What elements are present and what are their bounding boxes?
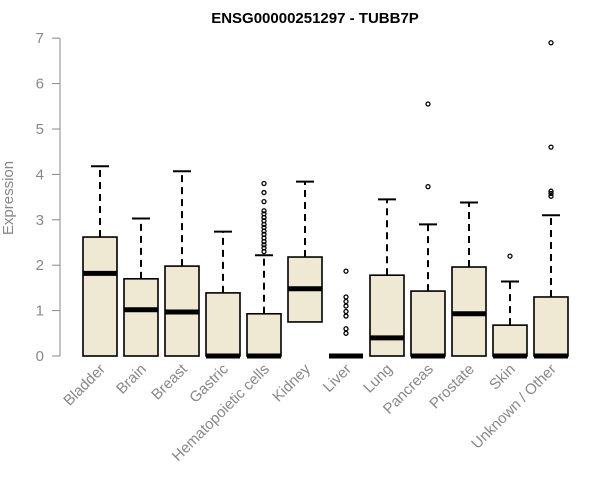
outlier-point bbox=[261, 245, 267, 251]
x-tick-label: Lung bbox=[360, 361, 396, 397]
outlier-point bbox=[343, 294, 349, 300]
outlier-point bbox=[343, 326, 349, 332]
y-tick-label: 4 bbox=[36, 166, 44, 183]
box-hematopoietic-cells bbox=[246, 180, 282, 359]
box-rect bbox=[533, 296, 569, 357]
outlier-point bbox=[261, 189, 267, 196]
box-prostate bbox=[451, 201, 487, 357]
outlier-point bbox=[343, 330, 349, 336]
outlier-point bbox=[425, 184, 431, 190]
y-axis: 0 1 2 3 4 5 6 7 bbox=[36, 30, 61, 365]
outlier-point bbox=[343, 298, 349, 305]
box-rect bbox=[246, 312, 282, 357]
boxes-group bbox=[82, 40, 569, 359]
outlier-point bbox=[343, 313, 349, 319]
box-breast bbox=[164, 170, 200, 357]
y-tick-label: 5 bbox=[36, 121, 44, 138]
box-kidney bbox=[287, 180, 323, 323]
x-tick-label: Breast bbox=[148, 360, 191, 403]
box-rect bbox=[123, 278, 159, 357]
y-tick-label: 0 bbox=[36, 348, 44, 365]
box-skin bbox=[492, 253, 528, 359]
outlier-point bbox=[548, 190, 554, 197]
chart-title: ENSG00000251297 - TUBB7P bbox=[211, 10, 419, 27]
outlier-point bbox=[548, 193, 554, 199]
outlier-point bbox=[261, 208, 267, 214]
box-rect bbox=[410, 290, 446, 357]
outlier-point bbox=[548, 40, 554, 46]
outlier-point bbox=[343, 308, 349, 315]
box-rect bbox=[492, 324, 528, 357]
box-rect bbox=[369, 274, 405, 357]
x-tick-label: Prostate bbox=[426, 361, 478, 413]
box-lung bbox=[369, 198, 405, 357]
outlier-point bbox=[548, 144, 554, 150]
x-tick-label: Bladder bbox=[60, 361, 109, 410]
outlier-point bbox=[261, 198, 267, 205]
outlier-point bbox=[261, 242, 267, 248]
outlier-point bbox=[425, 101, 431, 107]
box-pancreas bbox=[410, 101, 446, 359]
outlier-point bbox=[261, 180, 267, 187]
y-tick-label: 3 bbox=[36, 212, 44, 229]
outlier-point bbox=[343, 303, 349, 309]
outlier-point bbox=[261, 224, 267, 231]
box-gastric bbox=[205, 230, 241, 359]
box-brain bbox=[123, 217, 159, 357]
outlier-point bbox=[261, 231, 267, 237]
x-tick-label: Kidney bbox=[269, 360, 314, 405]
y-tick-label: 6 bbox=[36, 76, 44, 93]
outlier-point bbox=[343, 268, 349, 274]
outlier-point bbox=[261, 211, 267, 217]
outlier-point bbox=[261, 218, 267, 224]
box-rect bbox=[205, 292, 241, 357]
outlier-point bbox=[548, 188, 554, 194]
y-axis-label: Expression bbox=[0, 161, 17, 235]
x-tick-label: Skin bbox=[486, 361, 519, 394]
y-tick-label: 1 bbox=[36, 303, 44, 320]
box-rect bbox=[82, 236, 118, 357]
x-tick-label: Liver bbox=[320, 361, 355, 396]
y-tick-label: 7 bbox=[36, 30, 44, 47]
x-tick-label: Brain bbox=[113, 361, 150, 398]
box-liver bbox=[329, 268, 363, 359]
outlier-point bbox=[507, 253, 513, 259]
box-unknown-other bbox=[533, 40, 569, 359]
box-bladder bbox=[82, 165, 118, 357]
y-tick-label: 2 bbox=[36, 257, 44, 274]
